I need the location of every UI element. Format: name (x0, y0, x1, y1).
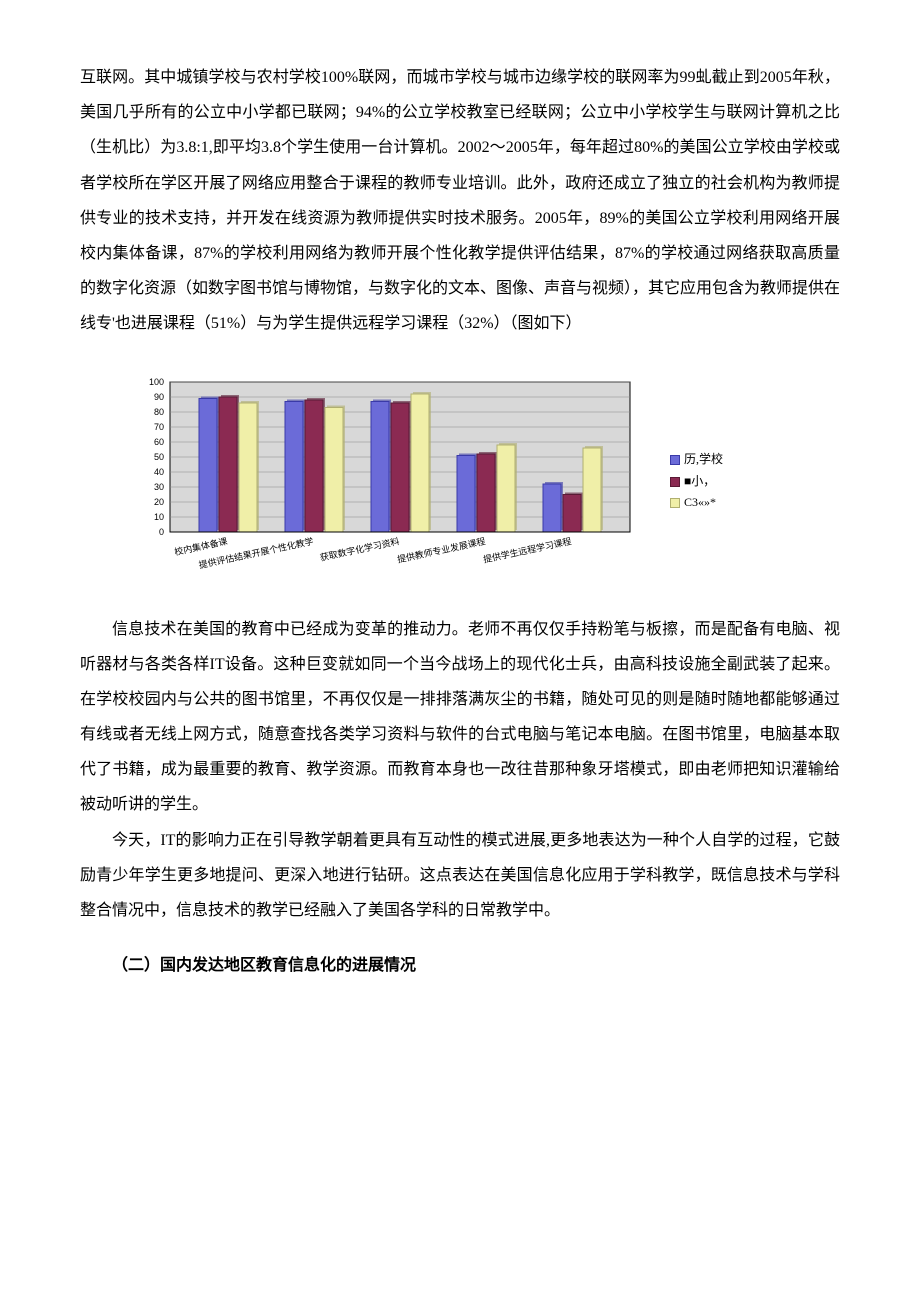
legend-label: 历,学校 (684, 449, 723, 471)
svg-text:50: 50 (154, 452, 164, 462)
svg-text:100: 100 (149, 377, 164, 387)
svg-text:30: 30 (154, 482, 164, 492)
legend-label: C3«»* (684, 492, 716, 514)
legend-label: ■小， (684, 471, 715, 493)
svg-text:80: 80 (154, 407, 164, 417)
svg-text:提供学生远程学习课程: 提供学生远程学习课程 (482, 535, 572, 564)
svg-text:0: 0 (159, 527, 164, 537)
section-heading: （二）国内发达地区教育信息化的进展情况 (80, 948, 840, 983)
body-paragraph-3: 今天，IT的影响力正在引导教学朝着更具有互动性的模式进展,更多地表达为一种个人自… (80, 823, 840, 929)
svg-text:20: 20 (154, 497, 164, 507)
body-paragraph-1: 互联网。其中城镇学校与农村学校100%联网，而城市学校与城市边缘学校的联网率为9… (80, 60, 840, 342)
svg-text:90: 90 (154, 392, 164, 402)
svg-text:提供教师专业发展课程: 提供教师专业发展课程 (396, 535, 486, 564)
legend-item: ■小， (670, 471, 723, 493)
body-paragraph-2: 信息技术在美国的教育中已经成为变革的推动力。老师不再仅仅手持粉笔与板擦，而是配备… (80, 612, 840, 823)
legend-item: C3«»* (670, 492, 723, 514)
svg-text:10: 10 (154, 512, 164, 522)
svg-text:校内集体备课: 校内集体备课 (173, 535, 228, 557)
legend-swatch (670, 498, 680, 508)
chart-legend: 历,学校■小，C3«»* (670, 449, 723, 514)
legend-item: 历,学校 (670, 449, 723, 471)
svg-text:70: 70 (154, 422, 164, 432)
chart-container: 0102030405060708090100校内集体备课提供评估结果开展个性化教… (130, 372, 840, 592)
svg-text:40: 40 (154, 467, 164, 477)
legend-swatch (670, 477, 680, 487)
legend-swatch (670, 455, 680, 465)
svg-text:获取数字化学习资料: 获取数字化学习资料 (319, 535, 401, 563)
usage-bar-chart: 0102030405060708090100校内集体备课提供评估结果开展个性化教… (130, 372, 650, 592)
svg-text:60: 60 (154, 437, 164, 447)
